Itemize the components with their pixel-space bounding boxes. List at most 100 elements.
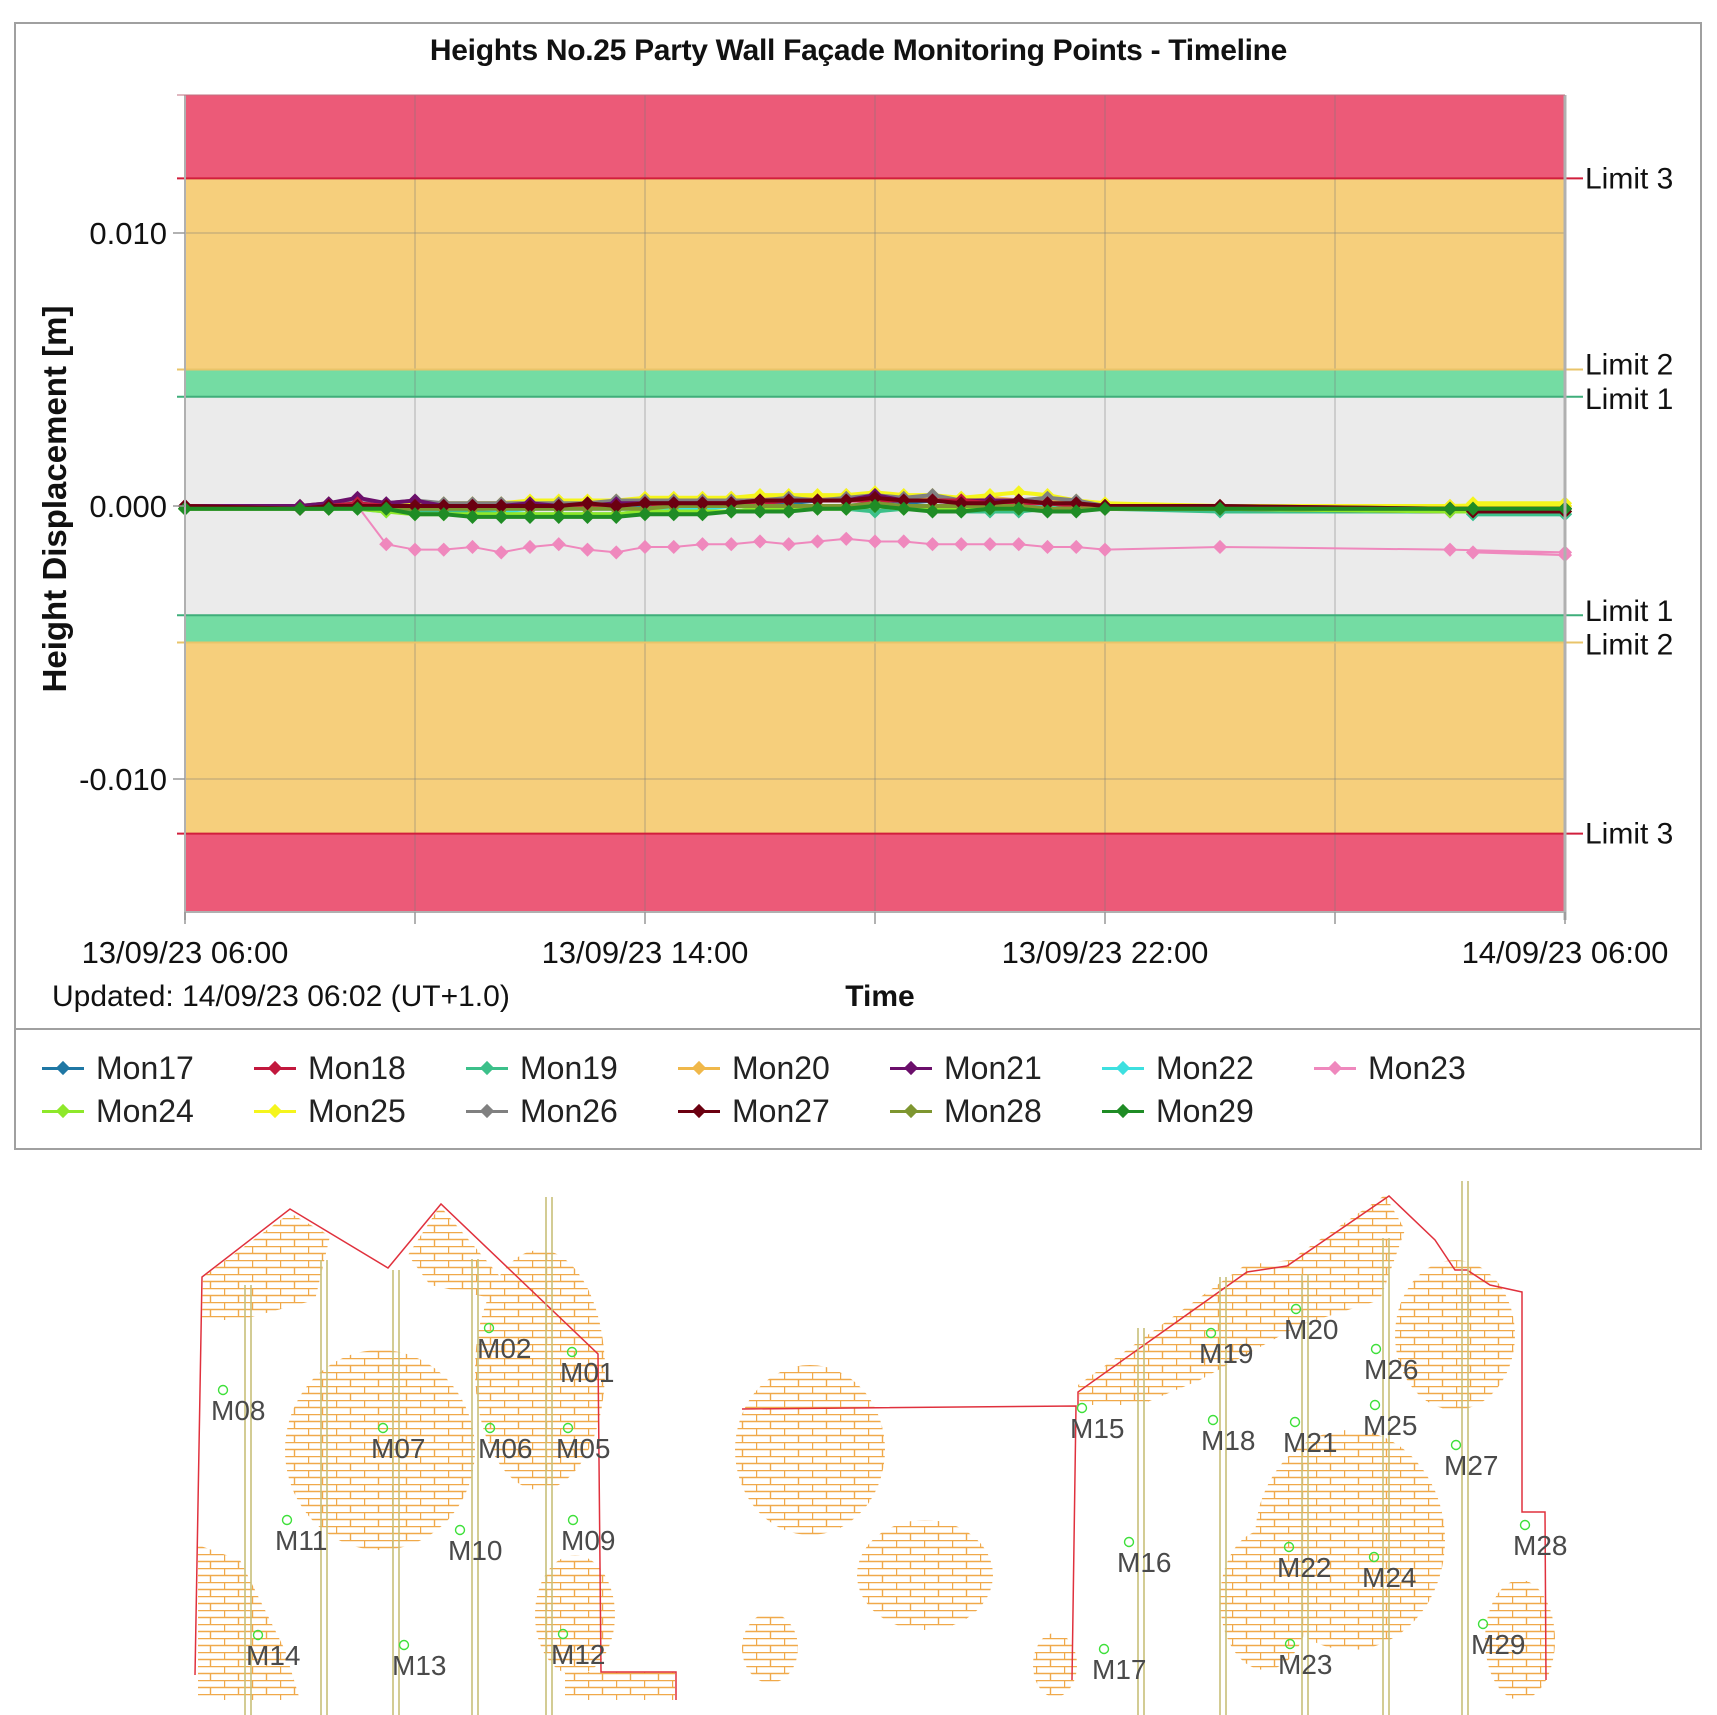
legend-label: Mon28: [944, 1092, 1042, 1129]
legend-item-mon26[interactable]: Mon26: [464, 1091, 618, 1131]
legend-item-mon28[interactable]: Mon28: [888, 1091, 1042, 1131]
legend-line-marker-icon: [676, 1096, 722, 1126]
monitoring-point-m24[interactable]: M24: [1362, 1551, 1416, 1594]
monitoring-point-m25[interactable]: M25: [1363, 1399, 1417, 1442]
legend-item-mon25[interactable]: Mon25: [252, 1091, 406, 1131]
monitoring-point-marker-icon: [377, 1422, 389, 1434]
legend-item-mon29[interactable]: Mon29: [1100, 1091, 1254, 1131]
monitoring-point-label: M15: [1070, 1413, 1124, 1444]
monitoring-point-m16[interactable]: M16: [1117, 1536, 1171, 1579]
limit3-upper-label: Limit 3: [1585, 162, 1673, 195]
monitoring-point-m14[interactable]: M14: [246, 1629, 300, 1672]
legend-item-mon23[interactable]: Mon23: [1312, 1048, 1466, 1088]
monitoring-point-label: M26: [1364, 1354, 1418, 1385]
legend-line-marker-icon: [40, 1053, 86, 1083]
monitoring-point-m07[interactable]: M07: [371, 1422, 425, 1465]
monitoring-point-m02[interactable]: M02: [477, 1322, 531, 1365]
limit1-zone-lower: [185, 615, 1565, 643]
monitoring-point-m13[interactable]: M13: [392, 1639, 446, 1682]
legend-label: Mon29: [1156, 1092, 1254, 1129]
legend-item-mon20[interactable]: Mon20: [676, 1048, 830, 1088]
monitoring-point-m22[interactable]: M22: [1277, 1541, 1331, 1584]
monitoring-point-marker-icon: [1369, 1399, 1381, 1411]
limit3-zone-lower: [185, 833, 1565, 912]
monitoring-point-m08[interactable]: M08: [211, 1384, 265, 1427]
limit3-zone-upper: [185, 95, 1565, 179]
monitoring-point-m18[interactable]: M18: [1201, 1414, 1255, 1457]
monitoring-point-m20[interactable]: M20: [1284, 1303, 1338, 1346]
monitoring-point-m01[interactable]: M01: [560, 1346, 614, 1389]
y-axis-label: Height Displacement [m]: [36, 305, 73, 693]
monitoring-point-label: M01: [560, 1357, 614, 1388]
monitoring-point-m12[interactable]: M12: [551, 1628, 605, 1671]
legend-item-mon17[interactable]: Mon17: [40, 1048, 194, 1088]
monitoring-point-label: M19: [1199, 1338, 1253, 1369]
x-tick-label: 13/09/23 14:00: [542, 935, 749, 970]
monitoring-point-label: M25: [1363, 1410, 1417, 1441]
x-tick-label: 13/09/23 22:00: [1002, 935, 1209, 970]
legend-item-mon27[interactable]: Mon27: [676, 1091, 830, 1131]
monitoring-point-label: M17: [1092, 1654, 1146, 1685]
monitoring-point-m05[interactable]: M05: [556, 1422, 610, 1465]
monitoring-point-label: M27: [1444, 1450, 1498, 1481]
chart-title: Heights No.25 Party Wall Façade Monitori…: [429, 34, 1288, 67]
legend-line-marker-icon: [40, 1096, 86, 1126]
monitoring-point-label: M06: [478, 1433, 532, 1464]
legend-item-mon19[interactable]: Mon19: [464, 1048, 618, 1088]
limit2-lower-label: Limit 2: [1585, 629, 1673, 662]
monitoring-point-m09[interactable]: M09: [561, 1514, 615, 1557]
monitoring-point-m17[interactable]: M17: [1092, 1643, 1146, 1686]
legend-label: Mon21: [944, 1049, 1042, 1086]
monitoring-point-m15[interactable]: M15: [1070, 1402, 1124, 1445]
monitoring-point-marker-icon: [1477, 1618, 1489, 1630]
limit1-upper-label: Limit 1: [1585, 383, 1673, 416]
legend-label: Mon20: [732, 1049, 830, 1086]
legend-line-marker-icon: [252, 1096, 298, 1126]
monitoring-point-marker-icon: [1519, 1519, 1531, 1531]
legend-label: Mon26: [520, 1092, 618, 1129]
legend-line-marker-icon: [1100, 1053, 1146, 1083]
monitoring-point-m10[interactable]: M10: [448, 1524, 502, 1567]
y-tick-label: -0.010: [79, 762, 167, 797]
monitoring-point-label: M18: [1201, 1425, 1255, 1456]
monitoring-point-marker-icon: [484, 1422, 496, 1434]
monitoring-point-marker-icon: [1284, 1638, 1296, 1650]
monitoring-point-marker-icon: [562, 1422, 574, 1434]
legend-line-marker-icon: [676, 1053, 722, 1083]
legend-label: Mon22: [1156, 1049, 1254, 1086]
x-tick-label: 13/09/23 06:00: [82, 935, 289, 970]
monitoring-point-label: M21: [1283, 1427, 1337, 1458]
monitoring-point-marker-icon: [1207, 1414, 1219, 1426]
monitoring-point-m06[interactable]: M06: [478, 1422, 532, 1465]
monitoring-point-label: M05: [556, 1433, 610, 1464]
monitoring-point-m29[interactable]: M29: [1471, 1618, 1525, 1661]
monitoring-point-marker-icon: [1076, 1402, 1088, 1414]
legend-label: Mon17: [96, 1049, 194, 1086]
legend-line-marker-icon: [464, 1053, 510, 1083]
monitoring-point-marker-icon: [1123, 1536, 1135, 1548]
monitoring-point-marker-icon: [252, 1629, 264, 1641]
monitoring-point-m27[interactable]: M27: [1444, 1439, 1498, 1482]
monitoring-point-label: M20: [1284, 1314, 1338, 1345]
legend-item-mon22[interactable]: Mon22: [1100, 1048, 1254, 1088]
monitoring-point-marker-icon: [1205, 1327, 1217, 1339]
legend-item-mon24[interactable]: Mon24: [40, 1091, 194, 1131]
monitoring-point-m11[interactable]: M11: [275, 1514, 327, 1557]
legend-item-mon18[interactable]: Mon18: [252, 1048, 406, 1088]
legend-divider: [14, 1028, 1702, 1030]
monitoring-point-m23[interactable]: M23: [1278, 1638, 1332, 1681]
monitoring-point-label: M28: [1513, 1530, 1567, 1561]
limit1-zone-upper: [185, 369, 1565, 397]
monitoring-point-m21[interactable]: M21: [1283, 1416, 1337, 1459]
monitoring-point-label: M08: [211, 1395, 265, 1426]
monitoring-point-marker-icon: [1283, 1541, 1295, 1553]
monitoring-point-m19[interactable]: M19: [1199, 1327, 1253, 1370]
legend-item-mon21[interactable]: Mon21: [888, 1048, 1042, 1088]
monitoring-point-m28[interactable]: M28: [1513, 1519, 1567, 1562]
legend-line-marker-icon: [252, 1053, 298, 1083]
monitoring-point-label: M13: [392, 1650, 446, 1681]
x-axis-label: Time: [845, 980, 915, 1013]
monitoring-point-m26[interactable]: M26: [1364, 1343, 1418, 1386]
monitoring-point-label: M10: [448, 1535, 502, 1566]
